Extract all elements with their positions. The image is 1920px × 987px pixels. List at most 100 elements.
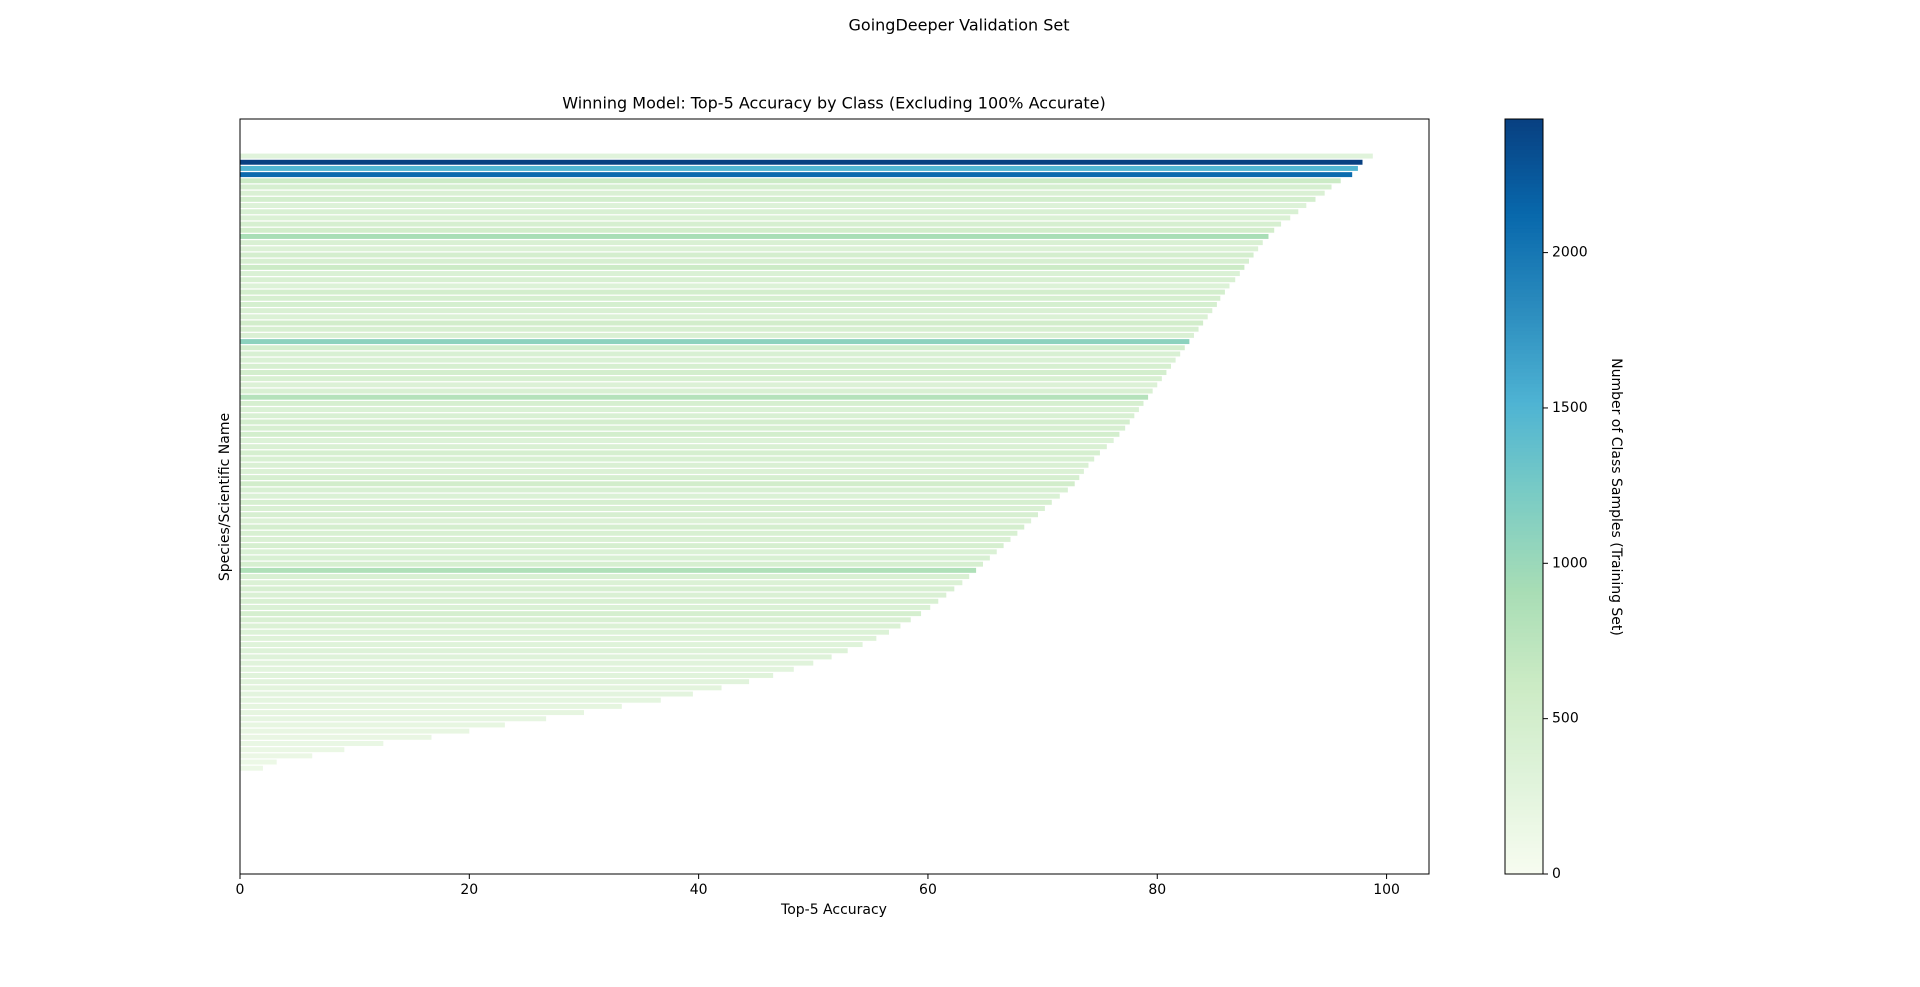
figure-title: GoingDeeper Validation Set xyxy=(849,16,1070,35)
bar xyxy=(240,277,1236,283)
bar xyxy=(240,153,1373,159)
colorbar-label: Number of Class Samples (Training Set) xyxy=(1608,358,1624,636)
colorbar-segment xyxy=(1505,553,1543,558)
bar xyxy=(240,332,1194,338)
colorbar-segment xyxy=(1505,507,1543,513)
bar xyxy=(240,425,1126,431)
colorbar-segment xyxy=(1505,613,1543,618)
colorbar-segment xyxy=(1505,315,1543,320)
colorbar-frame xyxy=(1504,118,1544,875)
colorbar-tick-label: 0 xyxy=(1552,866,1561,882)
colorbar-segment xyxy=(1505,632,1543,637)
colorbar-segment xyxy=(1505,794,1543,799)
colorbar-segment xyxy=(1505,726,1543,732)
colorbar-segment xyxy=(1505,696,1543,701)
bar xyxy=(240,240,1263,246)
colorbar-segment xyxy=(1505,345,1543,350)
colorbar-segment xyxy=(1505,122,1543,128)
colorbar-segment xyxy=(1505,749,1543,754)
colorbar-segment xyxy=(1505,715,1543,720)
bar xyxy=(240,765,263,771)
colorbar-segment xyxy=(1505,277,1543,282)
colorbar-segment xyxy=(1505,311,1543,316)
colorbar-segment xyxy=(1505,303,1543,309)
bar xyxy=(240,190,1325,196)
bar xyxy=(240,345,1185,351)
colorbar-segment xyxy=(1505,356,1543,362)
colorbar-segment xyxy=(1505,666,1543,671)
colorbar-segment xyxy=(1505,500,1543,505)
bar xyxy=(240,468,1084,474)
bar xyxy=(240,456,1095,462)
colorbar-tick-label: 1000 xyxy=(1552,555,1588,571)
x-tick-label: 100 xyxy=(1373,882,1400,898)
colorbar-segment xyxy=(1505,243,1543,248)
bar xyxy=(240,487,1068,493)
colorbar-segment xyxy=(1505,862,1543,867)
colorbar-segment xyxy=(1505,843,1543,849)
colorbar-segment xyxy=(1505,439,1543,445)
colorbar-segment xyxy=(1505,160,1543,165)
colorbar-segment xyxy=(1505,417,1543,422)
colorbar-segment xyxy=(1505,254,1543,260)
colorbar-segment xyxy=(1505,764,1543,769)
colorbar-segment xyxy=(1505,670,1543,675)
colorbar-segment xyxy=(1505,436,1543,441)
colorbar-segment xyxy=(1505,387,1543,392)
bar xyxy=(240,728,470,734)
colorbar-segment xyxy=(1505,824,1543,830)
y-axis-label: Species/Scientific Name xyxy=(217,413,233,581)
colorbar-segment xyxy=(1505,579,1543,584)
colorbar-segment xyxy=(1505,647,1543,652)
colorbar-segment xyxy=(1505,681,1543,686)
colorbar-segment xyxy=(1505,658,1543,664)
colorbar-segment xyxy=(1505,809,1543,815)
bar xyxy=(240,703,622,709)
colorbar-segment xyxy=(1505,753,1543,758)
bar xyxy=(240,648,848,654)
colorbar-segment xyxy=(1505,511,1543,516)
colorbar-segment xyxy=(1505,164,1543,169)
colorbar-segment xyxy=(1505,236,1543,241)
colorbar-segment xyxy=(1505,273,1543,279)
colorbar-segment xyxy=(1505,836,1543,841)
colorbar-segment xyxy=(1505,405,1543,411)
colorbar-segment xyxy=(1505,421,1543,426)
colorbar-segment xyxy=(1505,209,1543,214)
bar xyxy=(240,734,432,740)
bar xyxy=(240,741,384,746)
colorbar-segment xyxy=(1505,549,1543,554)
colorbar-segment xyxy=(1505,353,1543,358)
colorbar-segment xyxy=(1505,224,1543,229)
colorbar-segment xyxy=(1505,840,1543,845)
colorbar-segment xyxy=(1505,462,1543,467)
colorbar-segment xyxy=(1505,602,1543,607)
colorbar-segment xyxy=(1505,371,1543,377)
bar xyxy=(240,592,947,598)
bar xyxy=(240,481,1075,487)
colorbar-segment xyxy=(1505,288,1543,294)
colorbar-segment xyxy=(1505,541,1543,547)
colorbar-segment xyxy=(1505,590,1543,596)
colorbar-segment xyxy=(1505,322,1543,328)
colorbar-segment xyxy=(1505,137,1543,143)
colorbar-segment xyxy=(1505,692,1543,698)
colorbar-segment xyxy=(1505,330,1543,335)
colorbar-segment xyxy=(1505,186,1543,192)
bar xyxy=(240,673,774,678)
colorbar-segment xyxy=(1505,866,1543,871)
bar xyxy=(240,710,584,716)
colorbar-segment xyxy=(1505,526,1543,531)
colorbar-tick-label: 1500 xyxy=(1552,400,1588,416)
colorbar-segment xyxy=(1505,443,1543,448)
colorbar-segment xyxy=(1505,402,1543,407)
colorbar-segment xyxy=(1505,466,1543,471)
colorbar-segment xyxy=(1505,851,1543,856)
bar xyxy=(240,635,877,641)
bar xyxy=(240,252,1254,258)
bar xyxy=(240,246,1259,252)
bar xyxy=(240,314,1208,320)
colorbar-segment xyxy=(1505,787,1543,792)
colorbar-tick-label: 500 xyxy=(1552,711,1579,727)
